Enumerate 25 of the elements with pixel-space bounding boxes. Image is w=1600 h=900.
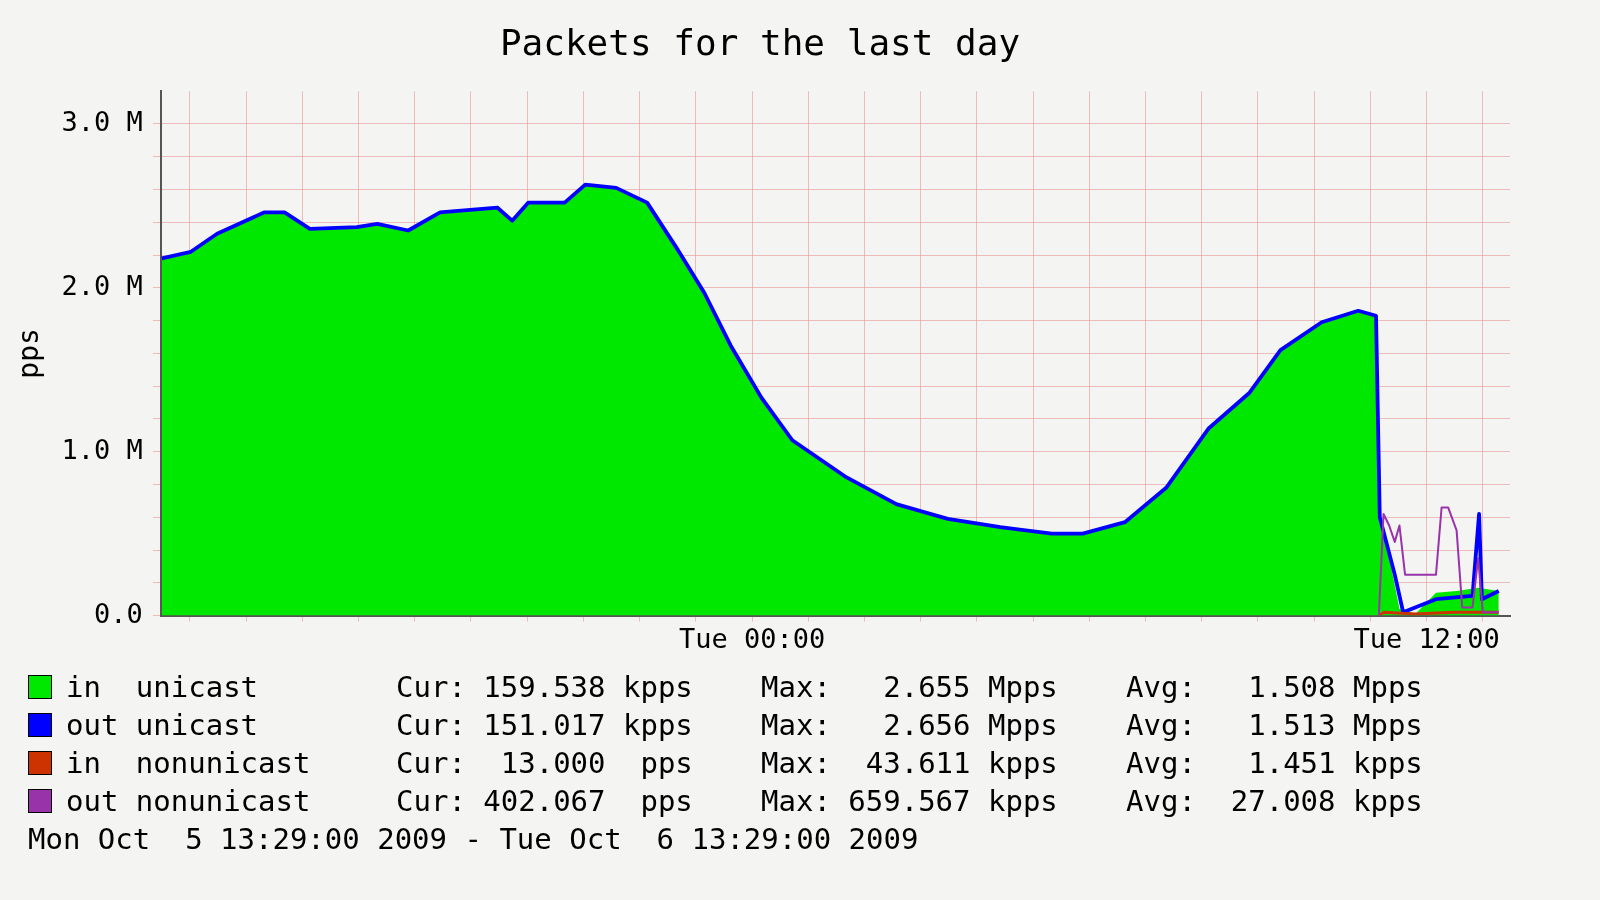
text: Avg: 1.513 Mpps [1126, 708, 1424, 742]
legend-label: in nonunicast [66, 746, 312, 780]
legend-label: out unicast [66, 708, 260, 742]
x-tick-label: Tue 00:00 [678, 622, 826, 654]
text: Max: 2.656 Mpps [761, 708, 1059, 742]
y-axis-title: pps [12, 328, 46, 379]
text: Cur: 402.067 pps [396, 784, 694, 818]
chart-title: Packets for the last day [499, 21, 1021, 63]
text: Cur: 13.000 pps [396, 746, 694, 780]
text: Avg: 1.508 Mpps [1126, 670, 1424, 704]
text: Cur: 159.538 kpps [396, 670, 694, 704]
text: Max: 43.611 kpps [761, 746, 1059, 780]
text: Cur: 151.017 kpps [396, 708, 694, 742]
text: Mon Oct 5 13:29:00 2009 - Tue Oct 6 13:29:00 2009 [28, 821, 920, 858]
legend-label: in unicast [66, 670, 260, 704]
x-tick-label: Tue 12:00 [1353, 622, 1500, 654]
text: Max: 2.655 Mpps [761, 670, 1059, 704]
legend-label: out nonunicast [66, 784, 312, 818]
y-tick-label: 2.0 M [61, 269, 143, 301]
text: Avg: 1.451 kpps [1126, 746, 1424, 780]
text: Max: 659.567 kpps [761, 784, 1059, 818]
text: Avg: 27.008 kpps [1126, 784, 1424, 818]
y-tick-label: 3.0 M [61, 105, 143, 137]
y-tick-label: 1.0 M [61, 433, 143, 465]
y-tick-label: 0.0 [94, 597, 143, 629]
